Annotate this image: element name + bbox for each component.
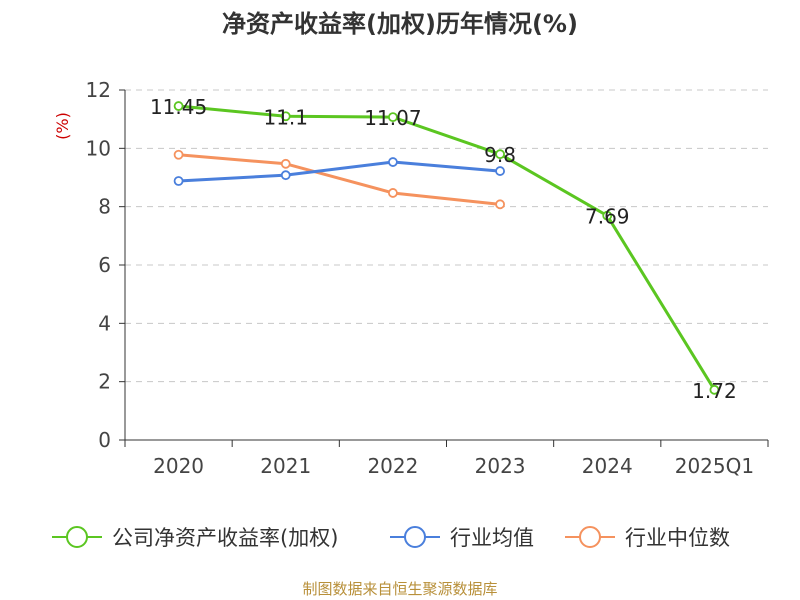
data-label: 11.07 — [364, 106, 421, 130]
data-point — [495, 149, 505, 160]
data-point — [280, 170, 291, 181]
chart-title: 净资产收益率(加权)历年情况(%) — [222, 10, 578, 38]
data-point — [173, 149, 184, 160]
legend-marker — [66, 526, 88, 548]
y-tick-label: 4 — [98, 311, 111, 335]
data-point — [495, 166, 505, 176]
data-label: 7.69 — [585, 205, 630, 229]
legend-label: 行业中位数 — [625, 526, 730, 550]
series-line — [178, 153, 501, 206]
data-label: 11.1 — [263, 105, 308, 129]
data-label: 1.72 — [692, 379, 737, 403]
y-tick-label: 10 — [86, 136, 111, 160]
legend-label: 行业均值 — [450, 526, 534, 550]
legend-label: 公司净资产收益率(加权) — [112, 526, 338, 550]
y-tick-label: 0 — [98, 428, 111, 452]
data-point — [709, 384, 720, 395]
legend-marker — [404, 526, 426, 548]
grid-lines — [125, 89, 768, 383]
x-tick-label: 2024 — [582, 454, 633, 478]
x-tick-label: 2020 — [153, 454, 204, 478]
x-tick-label: 2025Q1 — [675, 454, 754, 478]
data-point — [388, 188, 398, 198]
data-point — [495, 199, 505, 210]
source-footer: 制图数据来自恒生聚源数据库 — [302, 580, 498, 598]
series-line — [178, 160, 501, 183]
data-label: 11.45 — [150, 95, 207, 119]
y-tick-label: 6 — [98, 253, 111, 277]
y-tick-label: 8 — [98, 195, 111, 219]
series-line — [178, 104, 716, 391]
data-point — [388, 157, 398, 167]
data-labels: 11.45 11.1 11.07 9.8 7.69 1.72 — [150, 95, 737, 403]
data-point — [173, 176, 184, 186]
data-point — [388, 112, 398, 123]
y-tick-label: 12 — [86, 78, 111, 102]
y-tick-label: 2 — [98, 370, 111, 394]
axes: 0 2 4 6 8 10 12 2020 2021 2022 2023 2024 2025Q1 — [86, 78, 769, 478]
x-tick-label: 2023 — [475, 454, 526, 478]
legend-marker — [579, 526, 601, 548]
x-tick-label: 2022 — [367, 454, 418, 478]
x-tick-label: 2021 — [260, 454, 311, 478]
data-label: 9.8 — [484, 143, 516, 167]
y-axis-label: (%) — [53, 112, 72, 140]
series-lines — [173, 101, 720, 395]
legend: 公司净资产收益率(加权) 行业均值 行业中位数 — [52, 526, 730, 550]
data-point — [280, 158, 291, 169]
data-point — [280, 111, 291, 122]
data-point — [173, 101, 184, 111]
data-point — [602, 210, 613, 221]
